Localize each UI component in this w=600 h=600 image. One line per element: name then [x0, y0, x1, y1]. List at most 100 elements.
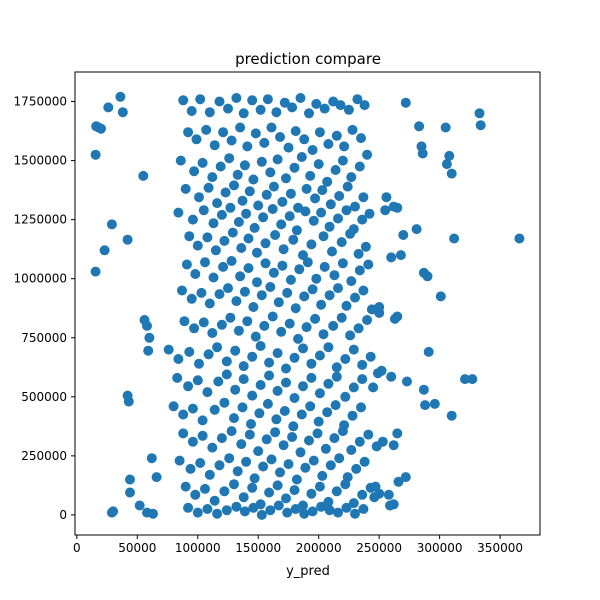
data-point [250, 128, 261, 139]
data-point [331, 362, 342, 373]
data-point [362, 315, 373, 325]
data-point [232, 466, 243, 477]
data-point [386, 371, 397, 382]
data-point [200, 483, 210, 494]
data-point [246, 419, 256, 429]
data-point [233, 217, 244, 227]
data-point [435, 291, 446, 302]
data-point [299, 291, 310, 302]
data-point [202, 504, 213, 514]
data-point [236, 243, 247, 253]
data-point [334, 191, 345, 201]
data-point [385, 500, 395, 511]
data-point [204, 469, 215, 480]
data-point [317, 470, 328, 481]
data-point [190, 489, 201, 500]
data-point [270, 427, 281, 438]
data-point [400, 472, 411, 483]
data-point [219, 235, 230, 246]
data-point [320, 443, 331, 454]
data-point [210, 245, 221, 256]
data-point [322, 176, 333, 187]
data-point [256, 509, 267, 520]
data-point [187, 214, 198, 225]
data-point [291, 225, 302, 236]
data-point [351, 463, 362, 474]
data-point [227, 227, 238, 238]
data-point [173, 207, 184, 218]
data-point [289, 485, 300, 496]
data-point [324, 290, 335, 301]
data-point [444, 150, 455, 161]
data-point [231, 296, 242, 307]
data-point [198, 317, 209, 328]
data-point [307, 284, 318, 295]
data-point [337, 258, 348, 269]
data-point [440, 122, 451, 133]
data-point [289, 393, 300, 403]
data-point [197, 157, 208, 168]
data-point [216, 319, 227, 330]
data-point [122, 234, 133, 245]
data-point [266, 122, 277, 133]
data-point [264, 487, 275, 498]
data-point [143, 345, 154, 356]
data-point [237, 195, 248, 206]
y-tick-label: 1750000 [14, 95, 67, 109]
data-point [395, 250, 406, 261]
data-point [329, 433, 340, 444]
data-point [357, 374, 368, 385]
data-point [474, 108, 485, 119]
data-point [305, 401, 316, 412]
data-point [258, 461, 269, 472]
data-point [224, 453, 235, 464]
data-point [316, 299, 327, 310]
data-point [214, 460, 225, 471]
data-point [238, 108, 249, 119]
data-point [357, 489, 368, 500]
data-point [202, 387, 213, 398]
data-point [323, 342, 334, 353]
data-point [194, 192, 204, 203]
data-point [366, 304, 377, 315]
data-point [249, 473, 260, 484]
data-point [247, 390, 258, 401]
data-point [225, 202, 236, 213]
data-point [148, 508, 158, 519]
data-point [357, 214, 368, 225]
data-point [272, 385, 283, 396]
data-point [359, 100, 370, 111]
data-point [317, 185, 328, 196]
data-point [209, 495, 220, 506]
data-point [243, 233, 254, 244]
data-point [441, 159, 452, 170]
data-point [242, 141, 253, 152]
data-point [420, 400, 431, 411]
data-point [324, 221, 335, 232]
data-point [276, 326, 287, 337]
data-point [202, 232, 213, 243]
data-point [341, 300, 352, 311]
data-point [214, 289, 225, 300]
data-point [185, 463, 196, 474]
data-point [203, 182, 214, 193]
data-point [287, 432, 298, 442]
data-point [195, 458, 206, 468]
data-point [266, 454, 277, 465]
data-point [314, 350, 325, 361]
data-point [262, 94, 273, 105]
data-point [304, 108, 314, 119]
data-point [212, 342, 223, 353]
data-point [218, 127, 229, 138]
data-point [204, 107, 215, 118]
data-point [221, 369, 232, 380]
data-point [184, 231, 195, 242]
data-point [331, 130, 342, 141]
data-point [340, 354, 351, 364]
data-point [213, 376, 224, 387]
data-point [183, 127, 194, 138]
data-point [265, 505, 276, 516]
data-point [190, 269, 201, 279]
data-point [313, 416, 324, 427]
